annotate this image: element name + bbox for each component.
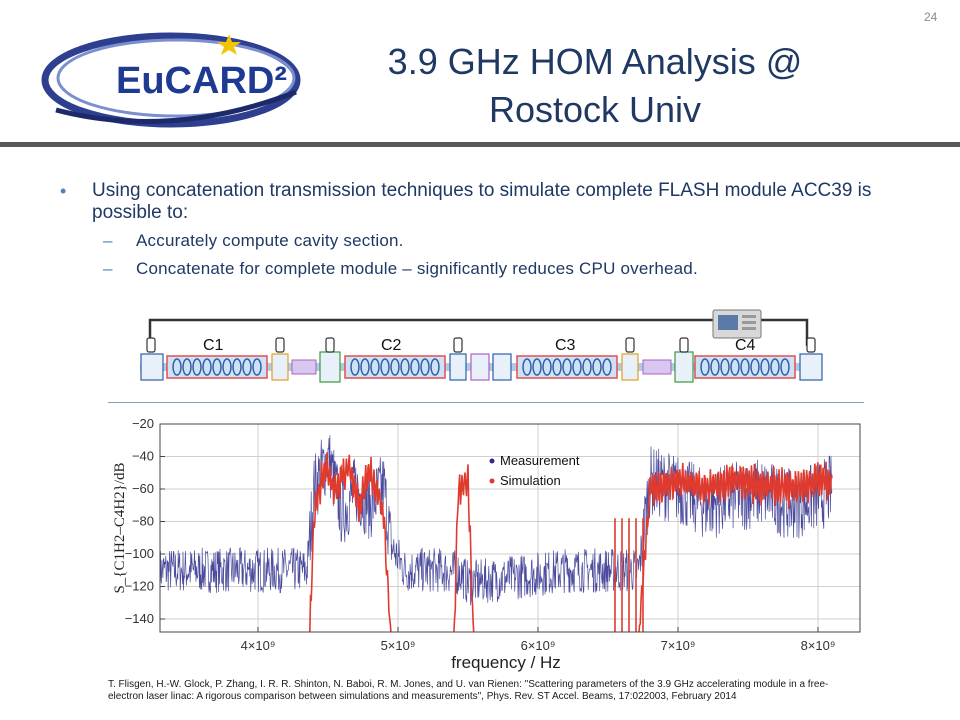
- module-schematic: C1 C2 C3 C4: [135, 308, 830, 398]
- y-tick-label: −60: [132, 481, 154, 496]
- legend-marker-measurement: [489, 458, 495, 464]
- y-tick-label: −120: [125, 579, 154, 594]
- bullet-main: • Using concatenation transmission techn…: [60, 180, 920, 224]
- y-axis-label: S_{C1H2–C4H2}/dB: [112, 462, 128, 593]
- x-tick-label: 6×10⁹: [521, 638, 556, 653]
- y-tick-label: −20: [132, 416, 154, 431]
- header-divider: [0, 142, 960, 147]
- citation-line-2: electron laser linac: A rigorous compari…: [108, 691, 737, 702]
- chart-plot-area: [160, 435, 833, 632]
- bullet-dot-icon: •: [60, 181, 67, 201]
- cavity-label: C1: [203, 337, 224, 354]
- x-tick-label: 7×10⁹: [661, 638, 696, 653]
- network-analyzer-icon: [712, 309, 762, 339]
- cavity-c3: [516, 355, 618, 379]
- cavity-label: C4: [735, 337, 756, 354]
- sub-bullet: – Accurately compute cavity section.: [60, 230, 920, 252]
- legend-simulation: Simulation: [500, 473, 561, 488]
- y-tick-label: −100: [125, 546, 154, 561]
- page-number: 24: [924, 10, 938, 24]
- plot-frame: [159, 423, 861, 633]
- x-axis-label: frequency / Hz: [451, 653, 561, 672]
- bullet-list: • Using concatenation transmission techn…: [60, 180, 920, 280]
- citation: T. Flisgen, H.-W. Glock, P. Zhang, I. R.…: [108, 679, 868, 703]
- citation-line-1: T. Flisgen, H.-W. Glock, P. Zhang, I. R.…: [108, 679, 829, 690]
- dash-icon: –: [103, 259, 113, 278]
- s-parameter-chart: −20 −40 −60 −80 −100 −120 −140 4×10⁹ 5×10⁹ 6×10⁹ 7…: [100, 412, 870, 677]
- eucard-logo: EuCARD²: [36, 22, 336, 132]
- chart-grid: [160, 423, 860, 632]
- cavity-c2: [344, 355, 446, 379]
- measurement-series-line: [160, 435, 833, 606]
- sub-bullet-text: Accurately compute cavity section.: [136, 231, 404, 250]
- title-line-1: 3.9 GHz HOM Analysis @: [387, 41, 803, 82]
- sub-bullet-text: Concatenate for complete module – signif…: [136, 259, 698, 278]
- x-tick-label: 5×10⁹: [381, 638, 416, 653]
- cavity-label: C2: [381, 337, 402, 354]
- schematic-divider: [108, 402, 864, 403]
- x-tick-label: 8×10⁹: [801, 638, 836, 653]
- simulation-series-line: [309, 452, 833, 632]
- title-line-2: Rostock Univ: [488, 89, 702, 130]
- cavity-c1: [166, 355, 268, 379]
- svg-text:EuCARD²: EuCARD²: [116, 60, 287, 102]
- y-tick-label: −80: [132, 514, 154, 529]
- sub-bullet: – Concatenate for complete module – sign…: [60, 258, 920, 280]
- dash-icon: –: [103, 231, 113, 250]
- bullet-main-text: Using concatenation transmission techniq…: [92, 180, 872, 223]
- y-tick-label: −40: [132, 449, 154, 464]
- slide-title: 3.9 GHz HOM Analysis @ Rostock Univ: [350, 38, 840, 134]
- legend-marker-simulation: [489, 478, 495, 484]
- x-tick-label: 4×10⁹: [241, 638, 276, 653]
- chart-ticks: −20 −40 −60 −80 −100 −120 −140 4×10⁹ 5×10⁹ 6×10⁹ 7…: [125, 416, 836, 653]
- y-tick-label: −140: [125, 611, 154, 626]
- legend-measurement: Measurement: [500, 453, 580, 468]
- cavity-label: C3: [555, 337, 576, 354]
- chart-legend: Measurement Simulation: [489, 453, 580, 488]
- cavity-c4: [694, 355, 796, 379]
